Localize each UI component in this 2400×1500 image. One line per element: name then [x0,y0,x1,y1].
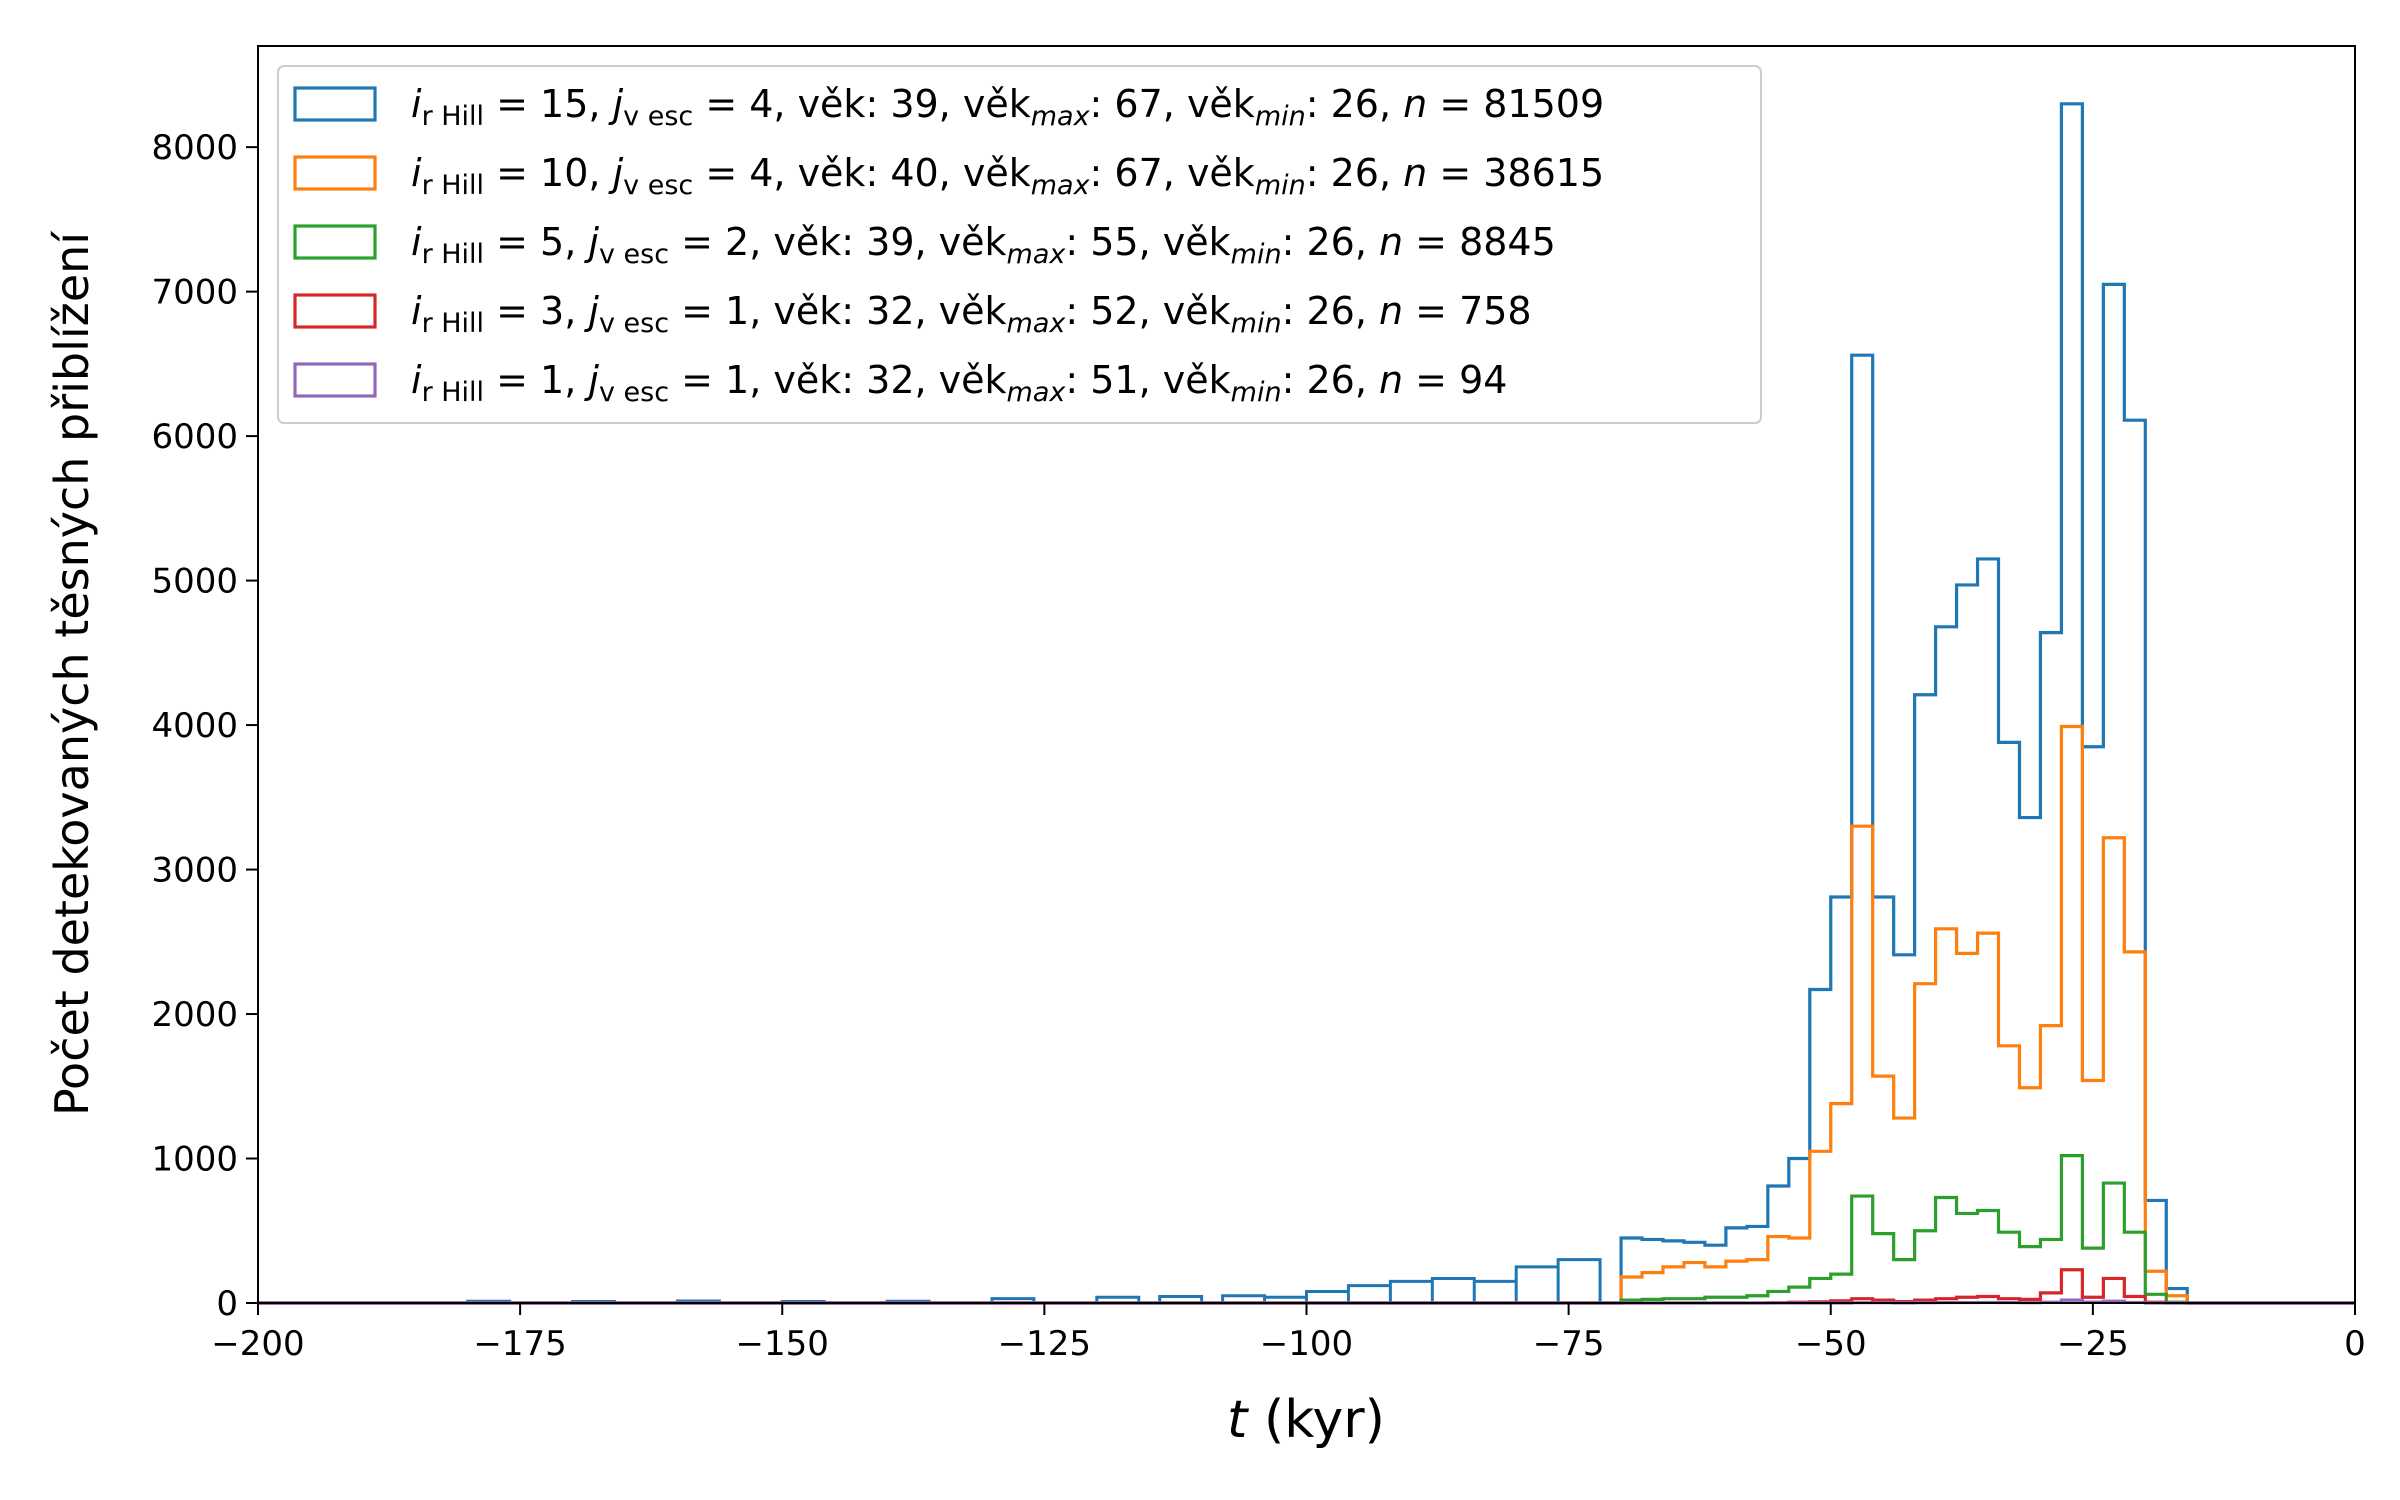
legend-entry-part: i [411,220,422,264]
legend-entry-part: v esc [599,308,669,339]
series-line-0 [258,102,2355,1305]
legend-entry-part: r Hill [422,308,485,339]
legend-entry-part: = 3, [484,289,588,333]
legend-entry-part: = 5, [484,220,588,264]
legend-entry-part: = 4, věk: 40, věk [693,151,1030,195]
legend-entry-part: = 1, [484,358,588,402]
legend-entry-part: i [411,82,422,126]
x-tick-label: −175 [473,1324,566,1364]
legend-entry-part: : 26, [1282,220,1379,264]
y-axis-title: Počet detekovaných těsných přiblížení [45,231,99,1116]
legend-entry-part: = 758 [1403,289,1532,333]
legend-entry-part: : 26, [1282,289,1379,333]
legend-entry-part: max [1031,101,1091,132]
y-tick-label: 2000 [151,995,238,1035]
x-tick-label: −200 [211,1324,304,1364]
axis-ticks: −200 −175 −150 −125 −100 −75 −50 −25 0 0 1000 2000 3… [151,128,2365,1364]
y-tick-label: 8000 [151,128,238,168]
legend-entry-part: min [1231,377,1282,408]
legend-entry-part: = 1, věk: 32, věk [669,289,1006,333]
legend-swatch-3 [293,293,377,329]
y-tick-label: 3000 [151,851,238,891]
x-tick-label: −50 [1795,1324,1867,1364]
legend-entry-part: : 67, věk [1090,82,1255,126]
legend-entry-part: : 26, [1306,151,1403,195]
legend-entry-part: = 4, věk: 39, věk [693,82,1030,126]
legend-entry-part: n [1379,289,1403,333]
series-0 [258,102,2355,1305]
y-tick-label: 5000 [151,562,238,602]
x-axis-title: t (kyr) [1227,1390,1385,1450]
legend-entry-part: = 10, [484,151,613,195]
legend-entry-part: v esc [599,239,669,270]
legend-entry-part: r Hill [422,170,485,201]
legend-entry-part: min [1231,239,1282,270]
legend-entry-part: = 38615 [1427,151,1604,195]
legend-entry-part: = 1, věk: 32, věk [669,358,1006,402]
legend-box [277,65,1762,424]
legend-entry-part: n [1403,151,1427,195]
legend-entry-part: : 55, věk [1065,220,1230,264]
x-axis-variable: t [1227,1390,1249,1450]
x-tick-label: −100 [1260,1324,1353,1364]
legend-swatch-0 [293,86,377,122]
legend-entry-0: ir Hill = 15, jv esc = 4, věk: 39, věkma… [411,82,1604,132]
legend-entry-part: i [411,151,422,195]
legend-entry-part: n [1403,82,1427,126]
legend-entry-part: r Hill [422,377,485,408]
legend-entry-3: ir Hill = 3, jv esc = 1, věk: 32, věkmax… [411,289,1532,339]
y-tick-label: 0 [216,1284,238,1324]
legend-entry-part: n [1379,220,1403,264]
legend: ir Hill = 15, jv esc = 4, věk: 39, věkma… [277,65,1762,424]
series-line-1 [258,724,2355,1305]
legend-entry-1: ir Hill = 10, jv esc = 4, věk: 40, věkma… [411,151,1604,201]
legend-entry-2: ir Hill = 5, jv esc = 2, věk: 39, věkmax… [411,220,1556,270]
x-tick-label: 0 [2344,1324,2366,1364]
legend-entry-part: : 52, věk [1065,289,1230,333]
legend-entry-part: : 51, věk [1065,358,1230,402]
legend-entry-part: i [411,289,422,333]
legend-entry-part: = 15, [484,82,613,126]
y-tick-label: 6000 [151,417,238,457]
y-tick-label: 7000 [151,273,238,313]
legend-entry-part: n [1379,358,1403,402]
x-tick-label: −150 [736,1324,829,1364]
series-2 [258,1154,2355,1305]
legend-entry-part: = 2, věk: 39, věk [669,220,1006,264]
legend-swatch-4 [293,362,377,398]
legend-swatch-1 [293,155,377,191]
x-tick-label: −25 [2057,1324,2129,1364]
legend-entry-part: v esc [623,170,693,201]
legend-entry-part: max [1007,239,1067,270]
legend-entry-part: = 8845 [1403,220,1556,264]
y-tick-label: 4000 [151,706,238,746]
legend-entry-part: = 94 [1403,358,1507,402]
y-tick-label: 1000 [151,1140,238,1180]
series-line-2 [258,1154,2355,1305]
legend-entry-part: min [1231,308,1282,339]
legend-entry-part: = 81509 [1427,82,1604,126]
legend-entry-part: i [411,358,422,402]
legend-entry-part: min [1255,170,1306,201]
legend-entry-part: r Hill [422,239,485,270]
series-tail-line-0 [258,1258,1622,1305]
legend-entry-part: : 26, [1306,82,1403,126]
legend-entry-part: r Hill [422,101,485,132]
legend-entry-part: : 67, věk [1090,151,1255,195]
legend-entry-part: max [1007,308,1067,339]
legend-entry-part: v esc [599,377,669,408]
legend-entry-part: v esc [623,101,693,132]
legend-swatch-2 [293,224,377,260]
x-tick-label: −75 [1533,1324,1605,1364]
legend-entry-part: min [1255,101,1306,132]
legend-entry-part: max [1031,170,1091,201]
x-tick-label: −125 [998,1324,1091,1364]
legend-entry-part: max [1007,377,1067,408]
series-1 [258,724,2355,1305]
legend-entry-part: : 26, [1282,358,1379,402]
x-axis-unit: (kyr) [1247,1390,1385,1450]
legend-entry-4: ir Hill = 1, jv esc = 1, věk: 32, věkmax… [411,358,1507,408]
